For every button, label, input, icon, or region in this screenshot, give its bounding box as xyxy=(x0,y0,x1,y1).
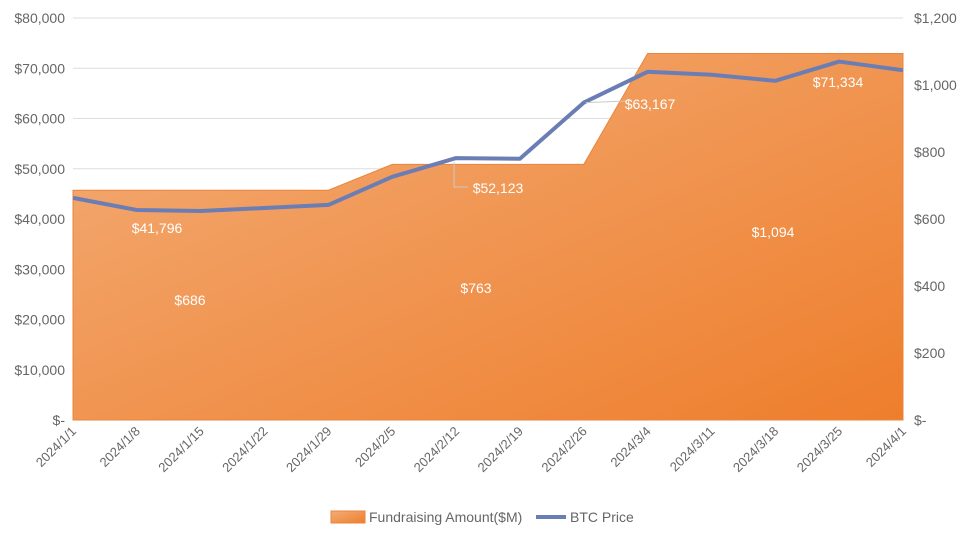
right-axis-tick-label: $1,200 xyxy=(914,10,957,26)
area-data-label: $763 xyxy=(460,280,491,296)
line-data-label: $71,334 xyxy=(813,74,864,90)
x-axis-tick-label: 2024/1/29 xyxy=(283,424,335,476)
left-axis-tick-label: $80,000 xyxy=(14,10,65,26)
line-data-label: $41,796 xyxy=(132,220,183,236)
area-data-label: $1,094 xyxy=(752,224,795,240)
left-axis-tick-label: $70,000 xyxy=(14,60,65,76)
x-axis-tick-label: 2024/2/5 xyxy=(352,424,398,470)
x-axis-tick-label: 2024/3/25 xyxy=(794,424,846,476)
line-data-label: $63,167 xyxy=(625,96,676,112)
x-axis-tick-label: 2024/1/22 xyxy=(219,424,271,476)
x-axis-tick-label: 2024/1/1 xyxy=(33,424,79,470)
left-axis-tick-label: $30,000 xyxy=(14,261,65,277)
right-axis-tick-label: $200 xyxy=(914,345,945,361)
right-axis-tick-label: $400 xyxy=(914,278,945,294)
left-axis-tick-label: $60,000 xyxy=(14,111,65,127)
x-axis-tick-label: 2024/1/15 xyxy=(155,424,207,476)
x-axis-tick-label: 2024/4/1 xyxy=(863,424,909,470)
right-axis-tick-label: $1,000 xyxy=(914,77,957,93)
legend-label: Fundraising Amount($M) xyxy=(369,509,522,525)
legend-swatch-area xyxy=(331,511,365,523)
left-axis-tick-label: $40,000 xyxy=(14,211,65,227)
right-axis-tick-label: $- xyxy=(914,412,927,428)
legend-label: BTC Price xyxy=(570,509,634,525)
right-axis-tick-label: $800 xyxy=(914,144,945,160)
x-axis-tick-label: 2024/3/18 xyxy=(730,424,782,476)
x-axis-tick-label: 2024/2/19 xyxy=(475,424,527,476)
x-axis-tick-label: 2024/2/26 xyxy=(538,424,590,476)
left-axis-tick-label: $10,000 xyxy=(14,362,65,378)
right-axis-tick-label: $600 xyxy=(914,211,945,227)
x-axis-tick-label: 2024/2/12 xyxy=(411,424,463,476)
legend: Fundraising Amount($M) BTC Price xyxy=(331,509,634,525)
x-axis-tick-label: 2024/3/11 xyxy=(667,424,718,475)
left-axis-tick-label: $20,000 xyxy=(14,312,65,328)
line-data-label: $52,123 xyxy=(473,180,524,196)
x-axis-tick-label: 2024/1/8 xyxy=(97,424,143,470)
left-axis-tick-label: $- xyxy=(53,412,66,428)
x-axis-tick-label: 2024/3/4 xyxy=(607,424,653,470)
left-axis-tick-label: $50,000 xyxy=(14,161,65,177)
area-data-label: $686 xyxy=(174,292,205,308)
